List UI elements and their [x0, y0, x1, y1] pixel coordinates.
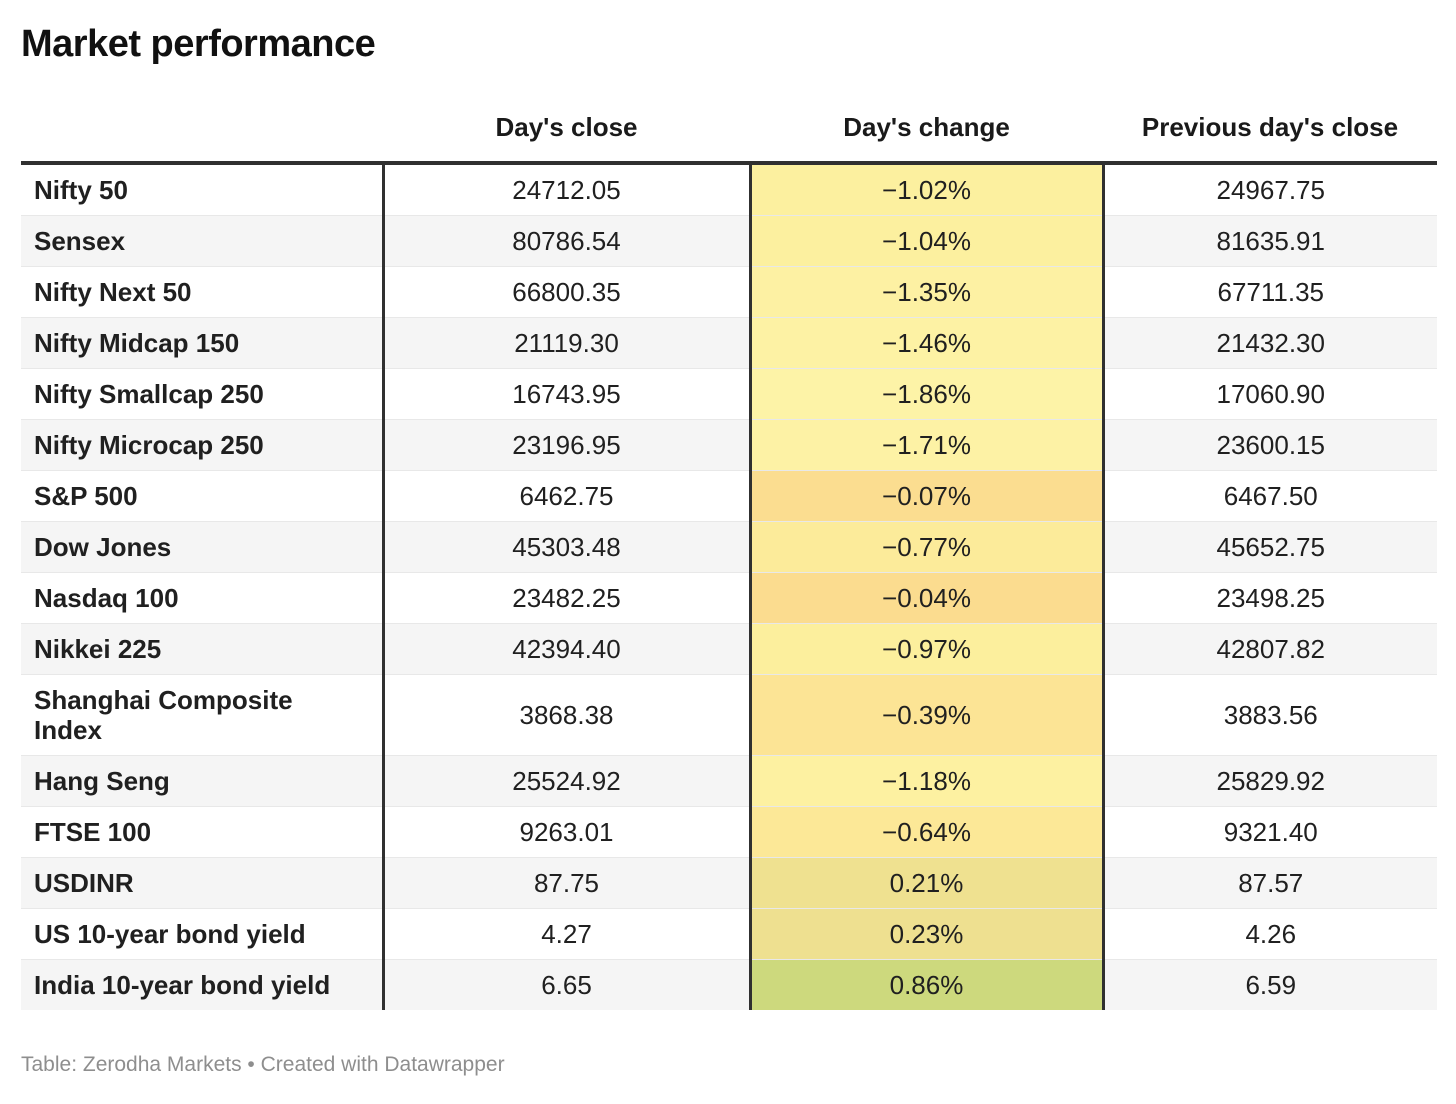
days-change-cell: −0.04% — [748, 572, 1105, 624]
row-label: US 10-year bond yield — [21, 908, 383, 960]
table-row: Dow Jones 45303.48 −0.77% 45652.75 — [21, 521, 1437, 573]
previous-days-close-cell: 25829.92 — [1103, 755, 1437, 807]
row-label: India 10-year bond yield — [21, 959, 383, 1010]
table-row: Sensex 80786.54 −1.04% 81635.91 — [21, 215, 1437, 267]
days-change-cell: −0.64% — [748, 806, 1105, 858]
page-title: Market performance — [21, 23, 376, 65]
table-row: India 10-year bond yield 6.65 0.86% 6.59 — [21, 959, 1437, 1010]
col-header-days-close: Day's close — [495, 112, 638, 142]
days-close-cell: 80786.54 — [381, 215, 750, 267]
previous-days-close-cell: 45652.75 — [1103, 521, 1437, 573]
days-close-cell: 87.75 — [381, 857, 750, 909]
row-label: Hang Seng — [21, 755, 383, 807]
row-label: FTSE 100 — [21, 806, 383, 858]
table-row: Nifty Microcap 250 23196.95 −1.71% 23600… — [21, 419, 1437, 471]
table-row: Nifty 50 24712.05 −1.02% 24967.75 — [21, 161, 1437, 216]
row-label: Nifty Next 50 — [21, 266, 383, 318]
col-header-days-change: Day's change — [843, 112, 1010, 142]
days-close-cell: 21119.30 — [381, 317, 750, 369]
days-close-cell: 9263.01 — [381, 806, 750, 858]
table-row: Shanghai Composite Index 3868.38 −0.39% … — [21, 674, 1437, 756]
days-change-cell: −1.02% — [748, 161, 1105, 216]
days-close-cell: 6.65 — [381, 959, 750, 1010]
days-close-cell: 24712.05 — [381, 161, 750, 216]
days-change-cell: −1.46% — [748, 317, 1105, 369]
table-row: Nifty Smallcap 250 16743.95 −1.86% 17060… — [21, 368, 1437, 420]
previous-days-close-cell: 87.57 — [1103, 857, 1437, 909]
days-change-cell: −1.18% — [748, 755, 1105, 807]
table-row: Nikkei 225 42394.40 −0.97% 42807.82 — [21, 623, 1437, 675]
table-row: S&P 500 6462.75 −0.07% 6467.50 — [21, 470, 1437, 522]
corner-cell — [21, 66, 383, 163]
days-close-cell: 6462.75 — [381, 470, 750, 522]
previous-days-close-cell: 81635.91 — [1103, 215, 1437, 267]
previous-days-close-cell: 67711.35 — [1103, 266, 1437, 318]
days-change-cell: −1.04% — [748, 215, 1105, 267]
days-close-cell: 66800.35 — [381, 266, 750, 318]
previous-days-close-cell: 17060.90 — [1103, 368, 1437, 420]
table-row: US 10-year bond yield 4.27 0.23% 4.26 — [21, 908, 1437, 960]
row-label: Nifty 50 — [21, 161, 383, 216]
row-label: Nifty Microcap 250 — [21, 419, 383, 471]
attribution-footer: Table: Zerodha Markets • Created with Da… — [21, 1053, 505, 1076]
row-label: USDINR — [21, 857, 383, 909]
previous-days-close-cell: 23600.15 — [1103, 419, 1437, 471]
row-label: S&P 500 — [21, 470, 383, 522]
row-label: Sensex — [21, 215, 383, 267]
table-row: Nifty Next 50 66800.35 −1.35% 67711.35 — [21, 266, 1437, 318]
table-row: Hang Seng 25524.92 −1.18% 25829.92 — [21, 755, 1437, 807]
days-change-cell: −1.71% — [748, 419, 1105, 471]
table-row: FTSE 100 9263.01 −0.64% 9321.40 — [21, 806, 1437, 858]
previous-days-close-cell: 23498.25 — [1103, 572, 1437, 624]
days-change-cell: 0.86% — [748, 959, 1105, 1010]
market-performance-table: Day's close Day's change Previous day's … — [21, 66, 1437, 1010]
days-change-cell: −0.07% — [748, 470, 1105, 522]
days-close-cell: 3868.38 — [381, 674, 750, 756]
previous-days-close-cell: 3883.56 — [1103, 674, 1437, 756]
previous-days-close-cell: 24967.75 — [1103, 161, 1437, 216]
days-close-cell: 16743.95 — [381, 368, 750, 420]
days-change-cell: 0.21% — [748, 857, 1105, 909]
previous-days-close-cell: 4.26 — [1103, 908, 1437, 960]
row-label: Nikkei 225 — [21, 623, 383, 675]
row-label: Nasdaq 100 — [21, 572, 383, 624]
days-change-cell: 0.23% — [748, 908, 1105, 960]
days-change-cell: −0.77% — [748, 521, 1105, 573]
row-label: Nifty Smallcap 250 — [21, 368, 383, 420]
table-header-row: Day's close Day's change Previous day's … — [21, 66, 1437, 163]
days-change-cell: −0.97% — [748, 623, 1105, 675]
days-close-cell: 45303.48 — [381, 521, 750, 573]
days-close-cell: 23482.25 — [381, 572, 750, 624]
days-change-cell: −0.39% — [748, 674, 1105, 756]
days-close-cell: 23196.95 — [381, 419, 750, 471]
days-change-cell: −1.35% — [748, 266, 1105, 318]
col-header-previous-days-close: Previous day's close — [1141, 112, 1399, 142]
previous-days-close-cell: 6467.50 — [1103, 470, 1437, 522]
table-row: Nifty Midcap 150 21119.30 −1.46% 21432.3… — [21, 317, 1437, 369]
row-label: Shanghai Composite Index — [21, 674, 383, 756]
table-body: Nifty 50 24712.05 −1.02% 24967.75 Sensex… — [21, 161, 1437, 1010]
days-close-cell: 25524.92 — [381, 755, 750, 807]
row-label: Dow Jones — [21, 521, 383, 573]
days-close-cell: 4.27 — [381, 908, 750, 960]
table-row: USDINR 87.75 0.21% 87.57 — [21, 857, 1437, 909]
table-row: Nasdaq 100 23482.25 −0.04% 23498.25 — [21, 572, 1437, 624]
previous-days-close-cell: 21432.30 — [1103, 317, 1437, 369]
row-label: Nifty Midcap 150 — [21, 317, 383, 369]
previous-days-close-cell: 42807.82 — [1103, 623, 1437, 675]
previous-days-close-cell: 6.59 — [1103, 959, 1437, 1010]
days-close-cell: 42394.40 — [381, 623, 750, 675]
days-change-cell: −1.86% — [748, 368, 1105, 420]
previous-days-close-cell: 9321.40 — [1103, 806, 1437, 858]
